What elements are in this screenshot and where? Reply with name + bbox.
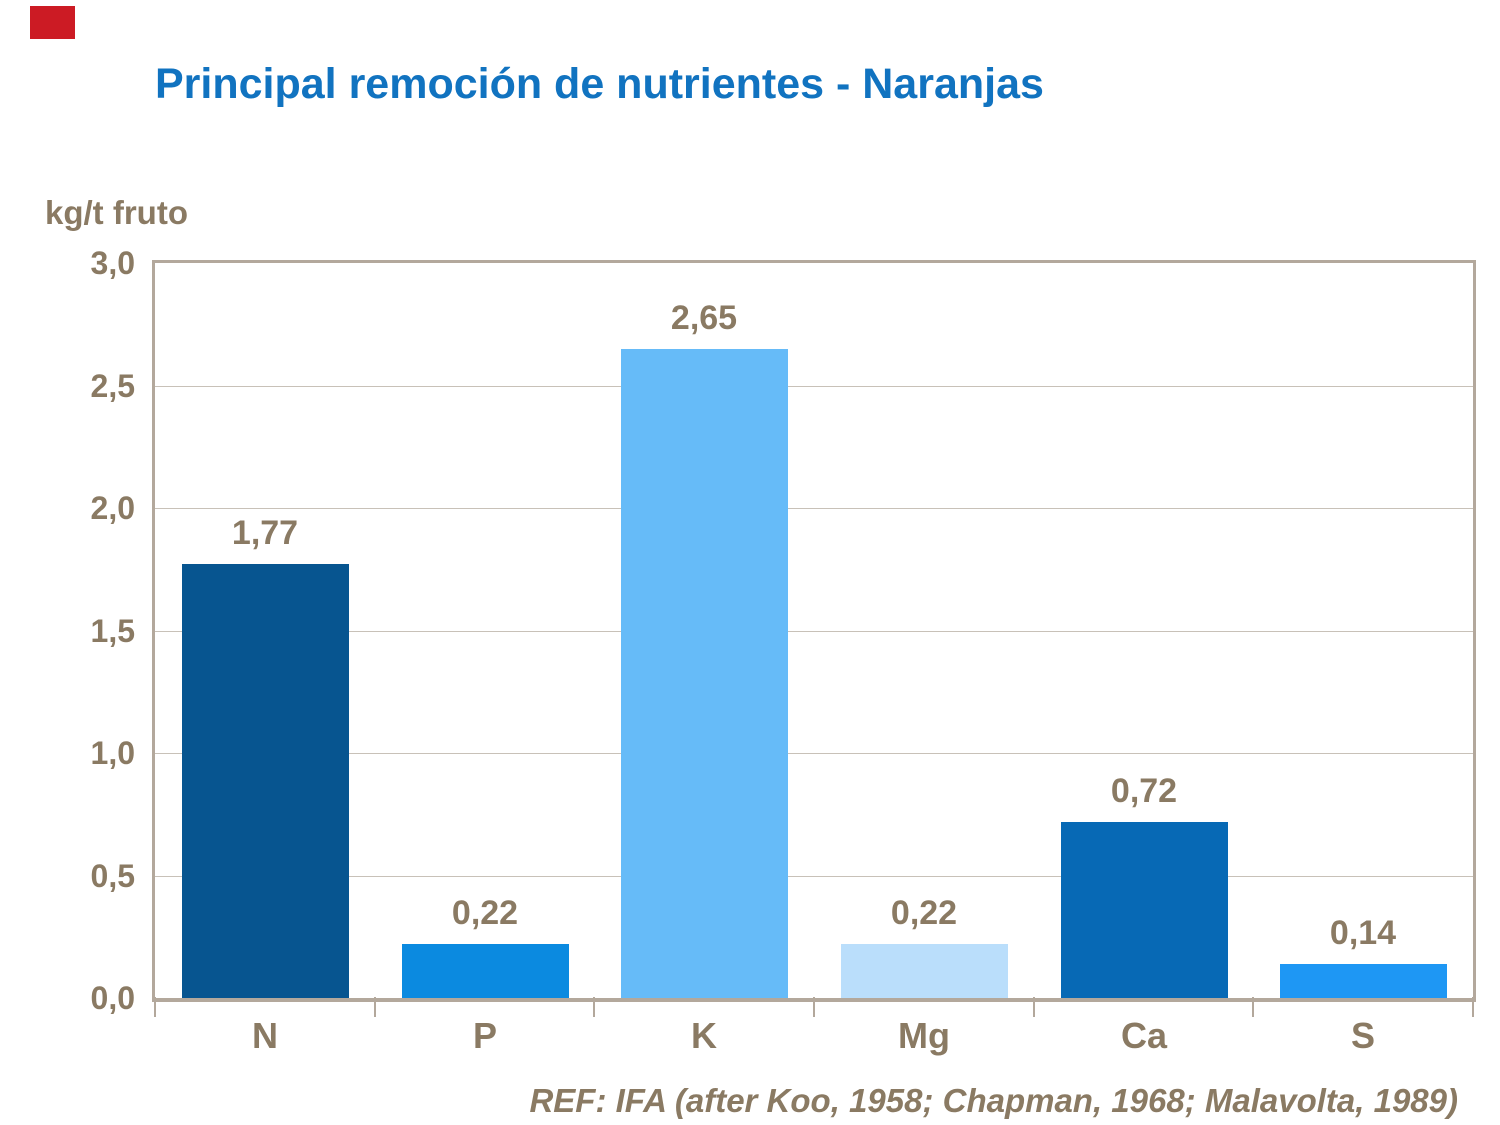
y-tick-label: 2,5 [90,368,135,404]
gridline [155,508,1473,509]
x-axis-tick [593,997,595,1017]
y-tick-label: 0,5 [90,858,135,894]
y-tick-label: 1,5 [90,613,135,649]
bar-P [402,944,569,998]
category-label-S: S [1350,1015,1376,1056]
gridline [155,753,1473,754]
value-label-P: 0,22 [451,894,519,932]
gridline [155,876,1473,877]
bar-N [182,564,349,998]
y-tick-label: 2,0 [90,490,135,526]
red-rectangle-marker [30,6,75,39]
category-label-P: P [472,1015,498,1056]
category-label-K: K [691,1015,717,1056]
plot-area [152,260,1476,1002]
x-axis-tick [154,997,156,1017]
value-label-Mg: 0,22 [890,894,958,932]
x-axis-tick [813,997,815,1017]
y-tick-label: 1,0 [90,735,135,771]
y-tick-label: 0,0 [90,980,135,1016]
x-axis-tick [1033,997,1035,1017]
gridline [155,386,1473,387]
y-tick-label: 3,0 [90,245,135,281]
category-label-N: N [252,1015,278,1056]
x-axis-tick [374,997,376,1017]
y-axis-title: kg/t fruto [45,194,188,231]
category-label-Ca: Ca [1120,1015,1168,1056]
x-axis-tick [1252,997,1254,1017]
bar-Mg [841,944,1008,998]
value-label-K: 2,65 [670,299,738,337]
bar-Ca [1061,822,1228,998]
chart-title: Principal remoción de nutrientes - Naran… [155,60,1044,108]
bar-K [621,349,788,998]
reference-text: REF: IFA (after Koo, 1958; Chapman, 1968… [529,1082,1458,1119]
bar-S [1280,964,1447,998]
gridline [155,631,1473,632]
value-label-N: 1,77 [231,514,299,552]
category-label-Mg: Mg [898,1015,950,1056]
x-axis-tick [1472,997,1474,1017]
value-label-S: 0,14 [1329,914,1397,952]
value-label-Ca: 0,72 [1110,772,1178,810]
